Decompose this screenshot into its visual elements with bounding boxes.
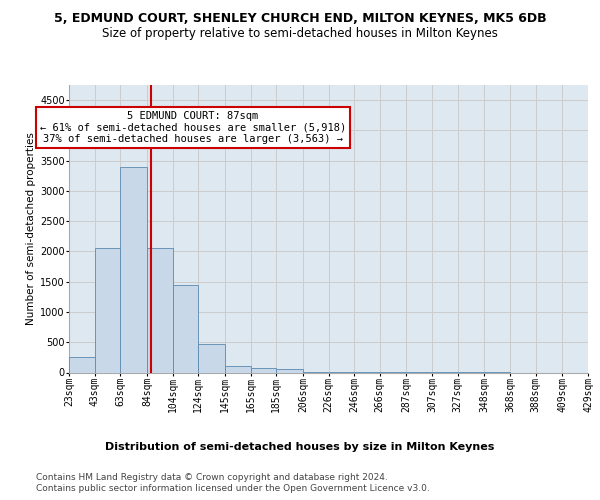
Text: 5 EDMUND COURT: 87sqm
← 61% of semi-detached houses are smaller (5,918)
37% of s: 5 EDMUND COURT: 87sqm ← 61% of semi-deta… xyxy=(40,111,346,144)
Text: 5, EDMUND COURT, SHENLEY CHURCH END, MILTON KEYNES, MK5 6DB: 5, EDMUND COURT, SHENLEY CHURCH END, MIL… xyxy=(53,12,547,26)
Bar xyxy=(69,358,95,372)
Bar xyxy=(251,368,276,372)
Text: Contains HM Land Registry data © Crown copyright and database right 2024.: Contains HM Land Registry data © Crown c… xyxy=(36,472,388,482)
Text: Size of property relative to semi-detached houses in Milton Keynes: Size of property relative to semi-detach… xyxy=(102,28,498,40)
Bar xyxy=(120,166,147,372)
Y-axis label: Number of semi-detached properties: Number of semi-detached properties xyxy=(26,132,36,325)
Bar xyxy=(95,248,120,372)
Bar xyxy=(225,366,251,372)
Text: Distribution of semi-detached houses by size in Milton Keynes: Distribution of semi-detached houses by … xyxy=(106,442,494,452)
Bar xyxy=(276,369,303,372)
Bar xyxy=(198,344,225,372)
Bar xyxy=(173,284,198,372)
Text: Contains public sector information licensed under the Open Government Licence v3: Contains public sector information licen… xyxy=(36,484,430,493)
Bar xyxy=(147,248,173,372)
